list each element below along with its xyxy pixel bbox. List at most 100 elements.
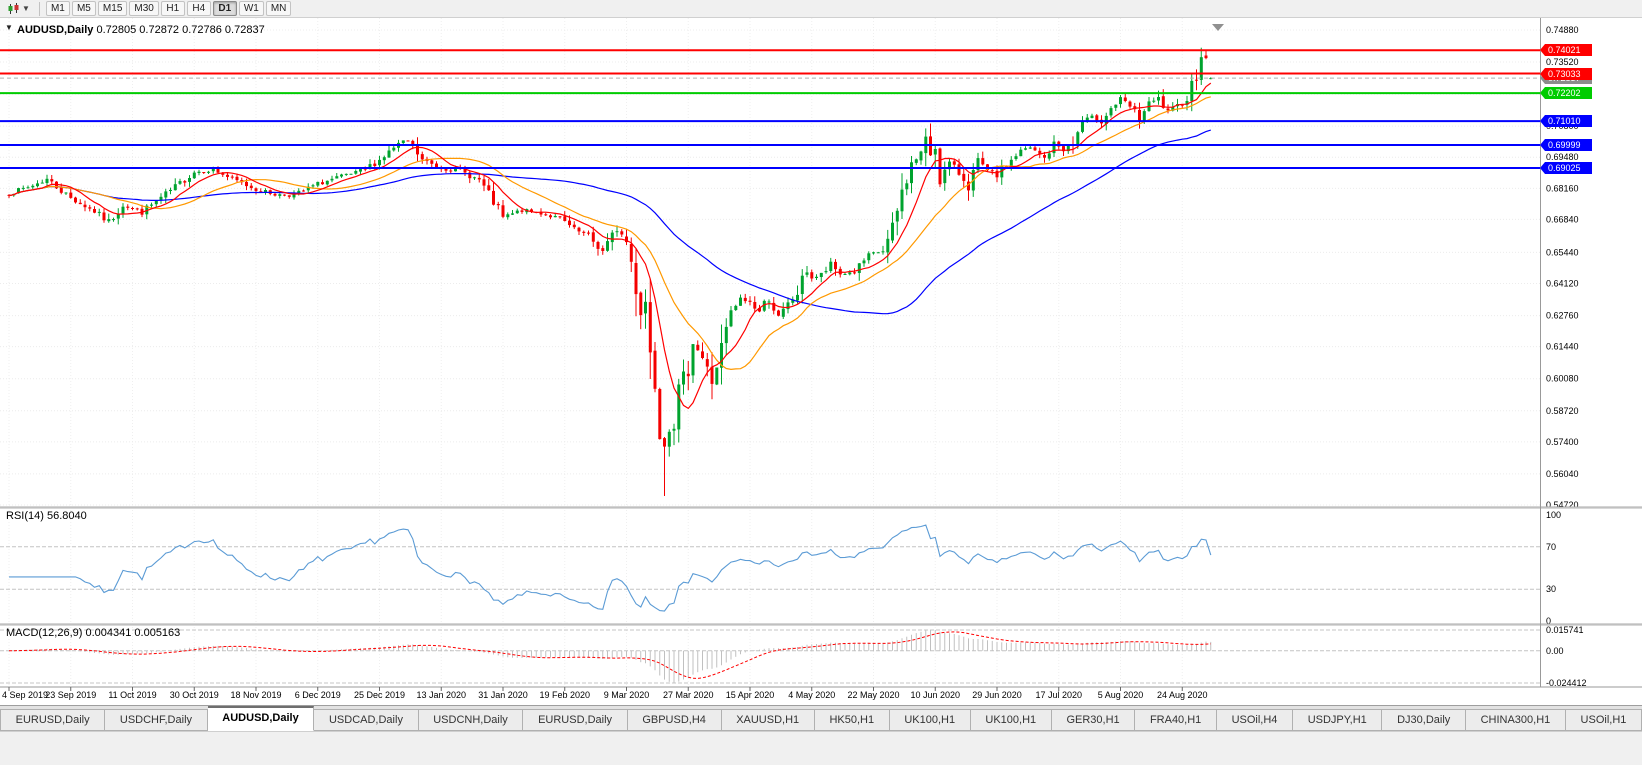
candlestick-series[interactable] [7,47,1213,496]
chart-tab-usdchf-daily[interactable]: USDCHF,Daily [105,709,208,731]
chart-tab-gbpusd-h4[interactable]: GBPUSD,H4 [627,709,722,731]
svg-text:0.62760: 0.62760 [1546,311,1579,321]
svg-text:22 May 2020: 22 May 2020 [847,690,899,700]
chart-tab-usdcad-daily[interactable]: USDCAD,Daily [314,709,419,731]
svg-text:0.69480: 0.69480 [1546,152,1579,162]
svg-text:10 Jun 2020: 10 Jun 2020 [910,690,960,700]
svg-text:0.70800: 0.70800 [1546,121,1579,131]
svg-text:11 Oct 2019: 11 Oct 2019 [108,690,156,700]
chart-tab-uk100-h1[interactable]: UK100,H1 [970,709,1052,731]
status-bar [0,731,1642,765]
svg-text:0.68160: 0.68160 [1546,183,1579,193]
svg-text:0.72160: 0.72160 [1546,89,1579,99]
ohlc-values: 0.72805 0.72872 0.72786 0.72837 [96,24,265,36]
moving-average-20-line [8,96,1211,371]
svg-text:15 Apr 2020: 15 Apr 2020 [726,690,775,700]
svg-text:0.64120: 0.64120 [1546,279,1579,289]
chart-tab-eurusd-daily[interactable]: EURUSD,Daily [0,709,106,731]
macd-panel-title: MACD(12,26,9) 0.004341 0.005163 [6,627,181,639]
chart-tab-usdjpy-h1[interactable]: USDJPY,H1 [1293,709,1383,731]
chart-tab-fra40-h1[interactable]: FRA40,H1 [1135,709,1217,731]
chart-type-button[interactable]: ▼ [4,1,33,17]
svg-text:5 Aug 2020: 5 Aug 2020 [1098,690,1144,700]
chart-tab-xauusd-h1[interactable]: XAUUSD,H1 [721,709,815,731]
chart-tab-usoil-h4[interactable]: USOil,H4 [1216,709,1294,731]
svg-text:100: 100 [1546,510,1561,520]
svg-text:31 Jan 2020: 31 Jan 2020 [478,690,528,700]
svg-text:0.015741: 0.015741 [1546,625,1584,635]
toolbar-separator [38,1,40,16]
svg-text:25 Dec 2019: 25 Dec 2019 [354,690,405,700]
timeframe-toolbar: ▼ M1 M5 M15 M30 H1 H4 D1 W1 MN [0,0,1642,18]
timeframe-button-H4[interactable]: H4 [186,1,211,16]
svg-text:17 Jul 2020: 17 Jul 2020 [1035,690,1082,700]
svg-text:18 Nov 2019: 18 Nov 2019 [230,690,281,700]
shift-marker-icon[interactable] [1212,24,1224,31]
timeframe-buttons: M1 M5 M15 M30 H1 H4 D1 W1 MN [45,1,292,16]
price-gridlines [0,29,1540,506]
svg-text:0.58720: 0.58720 [1546,406,1579,416]
svg-text:30 Oct 2019: 30 Oct 2019 [170,690,219,700]
svg-text:0.00: 0.00 [1546,646,1564,656]
panel-resize-handle-price-rsi[interactable] [0,507,1642,509]
svg-text:0.56040: 0.56040 [1546,469,1579,479]
macd-signal-line [8,631,1211,679]
timeframe-button-M30[interactable]: M30 [129,1,159,16]
chart-tabs-bar: EURUSD,Daily USDCHF,Daily AUDUSD,Daily USDC… [0,705,1642,731]
svg-text:4 May 2020: 4 May 2020 [788,690,835,700]
svg-text:13 Jan 2020: 13 Jan 2020 [416,690,466,700]
svg-text:0.73520: 0.73520 [1546,57,1579,67]
one-click-trading-icon[interactable]: ▼ [5,23,13,32]
chart-tab-eurusd-daily[interactable]: EURUSD,Daily [523,709,628,731]
chart-tab-audusd-daily[interactable]: AUDUSD,Daily [207,706,315,731]
svg-text:27 Mar 2020: 27 Mar 2020 [663,690,714,700]
svg-text:0.54720: 0.54720 [1546,500,1579,510]
svg-text:4 Sep 2019: 4 Sep 2019 [2,690,48,700]
chart-tab-uk100-h1[interactable]: UK100,H1 [889,709,971,731]
chart-window[interactable]: 0.74880 0.73520 0.72160 0.70800 0.69480 0.681… [0,18,1642,705]
timeframe-button-M1[interactable]: M1 [45,1,70,16]
svg-text:0.57400: 0.57400 [1546,437,1579,447]
svg-text:-0.024412: -0.024412 [1546,678,1587,688]
timeframe-button-M15[interactable]: M15 [97,1,128,16]
svg-text:0.60080: 0.60080 [1546,374,1579,384]
svg-text:70: 70 [1546,542,1556,552]
panel-resize-handle-rsi-macd[interactable] [0,624,1642,626]
chart-tab-dj30-daily[interactable]: DJ30,Daily [1382,709,1466,731]
symbol-timeframe-label: AUDUSD,Daily [17,24,94,36]
timeframe-button-D1[interactable]: D1 [212,1,237,16]
price-axis-labels: 0.74880 0.73520 0.72160 0.70800 0.69480 0.681… [1546,25,1587,688]
chart-title: AUDUSD,Daily 0.72805 0.72872 0.72786 0.7… [17,24,265,36]
moving-average-8-line [8,82,1212,410]
chart-canvas[interactable]: 0.74880 0.73520 0.72160 0.70800 0.69480 0.681… [0,18,1642,705]
moving-average-55-line [8,129,1211,315]
timeframe-button-W1[interactable]: W1 [238,1,264,16]
svg-text:0.61440: 0.61440 [1546,342,1579,352]
timeframe-button-MN[interactable]: MN [265,1,292,16]
svg-text:29 Jun 2020: 29 Jun 2020 [972,690,1022,700]
chart-tab-ger30-h1[interactable]: GER30,H1 [1051,709,1136,731]
svg-text:0.65440: 0.65440 [1546,247,1579,257]
candlestick-chart-icon [8,2,19,14]
chevron-down-icon: ▼ [22,3,30,13]
chart-tab-china300-h1[interactable]: CHINA300,H1 [1465,709,1566,731]
svg-text:0.74880: 0.74880 [1546,25,1579,35]
chart-tab-hk50-h1[interactable]: HK50,H1 [814,709,890,731]
svg-text:6 Dec 2019: 6 Dec 2019 [295,690,341,700]
svg-text:23 Sep 2019: 23 Sep 2019 [45,690,96,700]
vertical-gridlines [8,18,1183,687]
rsi-panel-title: RSI(14) 56.8040 [6,510,87,522]
svg-text:0.66840: 0.66840 [1546,214,1579,224]
svg-text:24 Aug 2020: 24 Aug 2020 [1157,690,1208,700]
timeframe-button-M5[interactable]: M5 [71,1,96,16]
rsi-line [9,524,1212,612]
svg-text:19 Feb 2020: 19 Feb 2020 [539,690,590,700]
chart-tab-usdcnh-daily[interactable]: USDCNH,Daily [418,709,524,731]
macd-histogram [13,630,1212,683]
svg-text:30: 30 [1546,584,1556,594]
chart-tab-usoil-h1[interactable]: USOil,H1 [1565,709,1642,731]
svg-text:9 Mar 2020: 9 Mar 2020 [604,690,650,700]
timeframe-button-H1[interactable]: H1 [160,1,185,16]
